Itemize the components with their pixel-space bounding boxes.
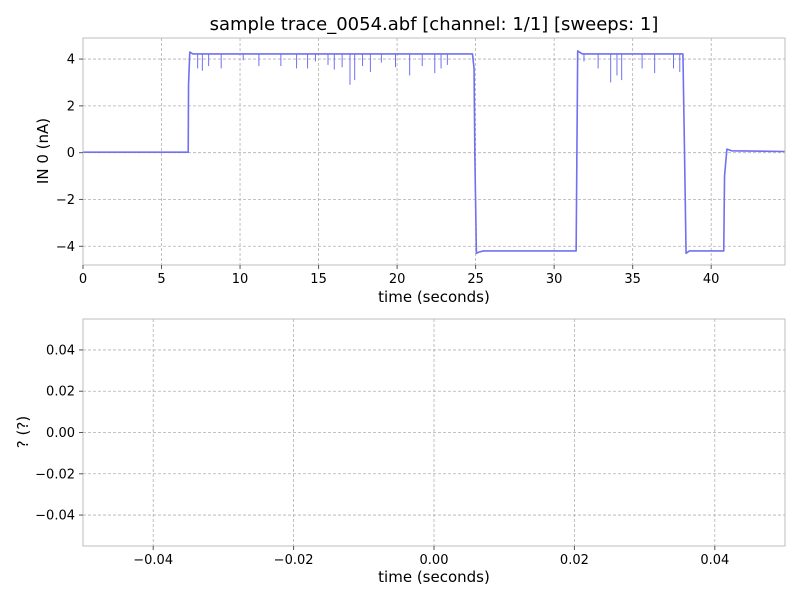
top-plot-series (83, 50, 786, 255)
top-y-tick-label: 2 (67, 99, 75, 114)
bottom-plot-y-ticks: −0.04 −0.02 0.00 0.02 0.04 (35, 343, 83, 524)
bottom-x-tick-label: 0.00 (420, 553, 449, 568)
bottom-y-tick-label: 0.04 (46, 343, 75, 358)
top-plot-x-ticks: 0 5 10 15 20 25 30 35 40 (79, 265, 720, 287)
bottom-x-tick-label: 0.04 (700, 553, 729, 568)
top-y-tick-label: −2 (56, 193, 75, 208)
top-plot-panel: 0 5 10 15 20 25 30 35 40 −4 −2 0 2 4 sample trace_00… (34, 14, 786, 306)
top-y-tick-label: 4 (67, 53, 75, 68)
top-x-axis-label: time (seconds) (378, 288, 490, 306)
top-x-tick-label: 5 (157, 272, 165, 287)
top-x-tick-label: 10 (232, 272, 249, 287)
top-x-tick-label: 30 (546, 272, 563, 287)
bottom-y-axis-label: ? (?) (14, 416, 32, 448)
bottom-y-tick-label: 0.02 (46, 385, 75, 400)
bottom-y-tick-label: −0.04 (35, 509, 75, 524)
bottom-x-tick-label: −0.02 (274, 553, 314, 568)
bottom-x-axis-label: time (seconds) (378, 568, 490, 586)
top-plot-frame (82, 37, 786, 266)
top-x-tick-label: 35 (624, 272, 641, 287)
bottom-y-tick-label: −0.02 (35, 467, 75, 482)
top-y-tick-label: −4 (56, 240, 75, 255)
bottom-x-tick-label: 0.02 (560, 553, 589, 568)
top-y-axis-label: IN 0 (nA) (34, 118, 52, 184)
bottom-plot-x-ticks: −0.04 −0.02 0.00 0.02 0.04 (133, 546, 729, 568)
top-x-tick-label: 20 (389, 272, 406, 287)
chart-title: sample trace_0054.abf [channel: 1/1] [sw… (210, 14, 659, 35)
bottom-x-tick-label: −0.04 (133, 553, 173, 568)
bottom-y-tick-label: 0.00 (46, 426, 75, 441)
top-x-tick-label: 25 (467, 272, 484, 287)
top-series-line (83, 50, 786, 255)
top-x-tick-label: 0 (79, 272, 87, 287)
bottom-plot-panel: −0.04 −0.02 0.00 0.02 0.04 −0.04 −0.02 0.00 0.0… (14, 318, 786, 586)
top-x-tick-label: 15 (310, 272, 327, 287)
top-plot-y-ticks: −4 −2 0 2 4 (56, 53, 83, 255)
top-y-tick-label: 0 (67, 146, 75, 161)
bottom-plot-grid (83, 319, 785, 546)
top-x-tick-label: 40 (703, 272, 720, 287)
